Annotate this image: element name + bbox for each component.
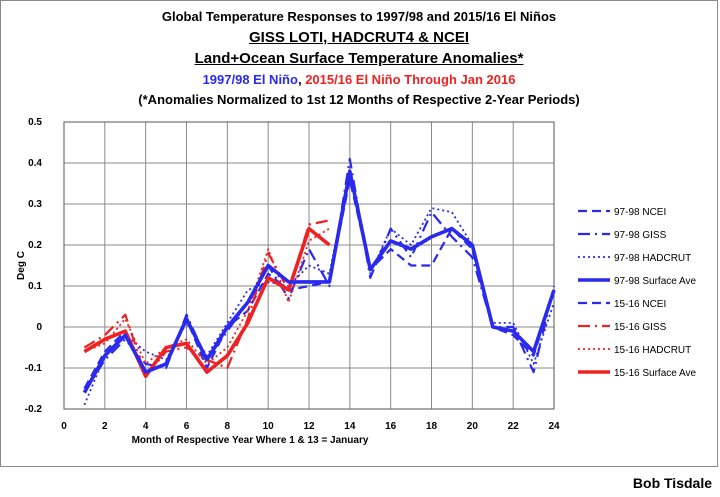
series-line-3 (82, 169, 556, 394)
chart-frame (0, 0, 718, 467)
y-tick-label: 0.1 (28, 281, 42, 292)
series-line-5 (83, 219, 330, 378)
plot-border (63, 121, 555, 410)
subtitle-separator: , (297, 72, 306, 87)
legend: 97-98 NCEI 97-98 GISS 97-98 HADCRUT 97-98 S… (578, 207, 697, 379)
legend-entry: 97-98 GISS (614, 230, 667, 241)
x-tick-label: 18 (426, 421, 438, 432)
y-tick-label: 0.2 (28, 240, 42, 251)
x-tick-label: 20 (467, 421, 479, 432)
y-tick-label: 0.4 (28, 158, 42, 169)
series-line-7 (83, 226, 331, 378)
legend-entry: 15-16 GISS (614, 322, 667, 333)
subtitle-1997: 1997/98 El Niño (202, 72, 298, 87)
series-line-6 (84, 227, 330, 365)
legend-entry: 15-16 NCEI (614, 299, 666, 310)
series-line-0 (83, 178, 556, 390)
series-line-1 (83, 157, 556, 394)
axes: -0.2-0.100.10.20.30.40.50 2 4 6 8 10 12 14 16 18 2… (25, 117, 560, 432)
legend-entry: 97-98 Surface Ave (614, 276, 697, 287)
x-tick-label: 24 (548, 421, 560, 432)
chart-plot: -0.2-0.100.10.20.30.40.50 2 4 6 8 10 12 14 16 18 2… (16, 117, 697, 446)
x-tick-label: 6 (184, 421, 190, 432)
x-tick-label: 10 (263, 421, 275, 432)
chart-title-line3: Land+Ocean Surface Temperature Anomalies… (194, 50, 524, 67)
x-tick-label: 16 (385, 421, 397, 432)
x-tick-label: 12 (303, 421, 315, 432)
x-tick-label: 0 (61, 421, 67, 432)
series-lines (82, 157, 556, 406)
y-axis-label: Deg C (16, 251, 27, 280)
x-tick-label: 22 (508, 421, 520, 432)
legend-entry: 97-98 HADCRUT (614, 253, 691, 264)
x-tick-label: 4 (143, 421, 149, 432)
x-tick-label: 8 (225, 421, 231, 432)
x-axis-label: Month of Respective Year Where 1 & 13 = … (132, 435, 369, 446)
legend-entry: 15-16 Surface Ave (614, 368, 697, 379)
y-tick-label: -0.2 (25, 404, 43, 415)
y-tick-label: 0.3 (28, 199, 42, 210)
chart-subtitle: 1997/98 El Niño, 2015/16 El Niño Through… (0, 72, 718, 87)
y-tick-label: 0.5 (28, 117, 42, 128)
legend-entry: 15-16 HADCRUT (614, 345, 691, 356)
legend-entry: 97-98 NCEI (614, 207, 666, 218)
chart-note: (*Anomalies Normalized to 1st 12 Months … (138, 92, 580, 107)
y-tick-label: 0 (36, 322, 42, 333)
subtitle-2015: 2015/16 El Niño Through Jan 2016 (305, 72, 516, 87)
y-tick-label: -0.1 (25, 363, 43, 374)
x-tick-label: 14 (344, 421, 356, 432)
author-credit: Bob Tisdale (632, 475, 712, 491)
chart-title-line1: Global Temperature Responses to 1997/98 … (161, 9, 557, 24)
chart-title-line2: GISS LOTI, HADCRUT4 & NCEI (248, 29, 469, 46)
x-tick-label: 2 (102, 421, 108, 432)
